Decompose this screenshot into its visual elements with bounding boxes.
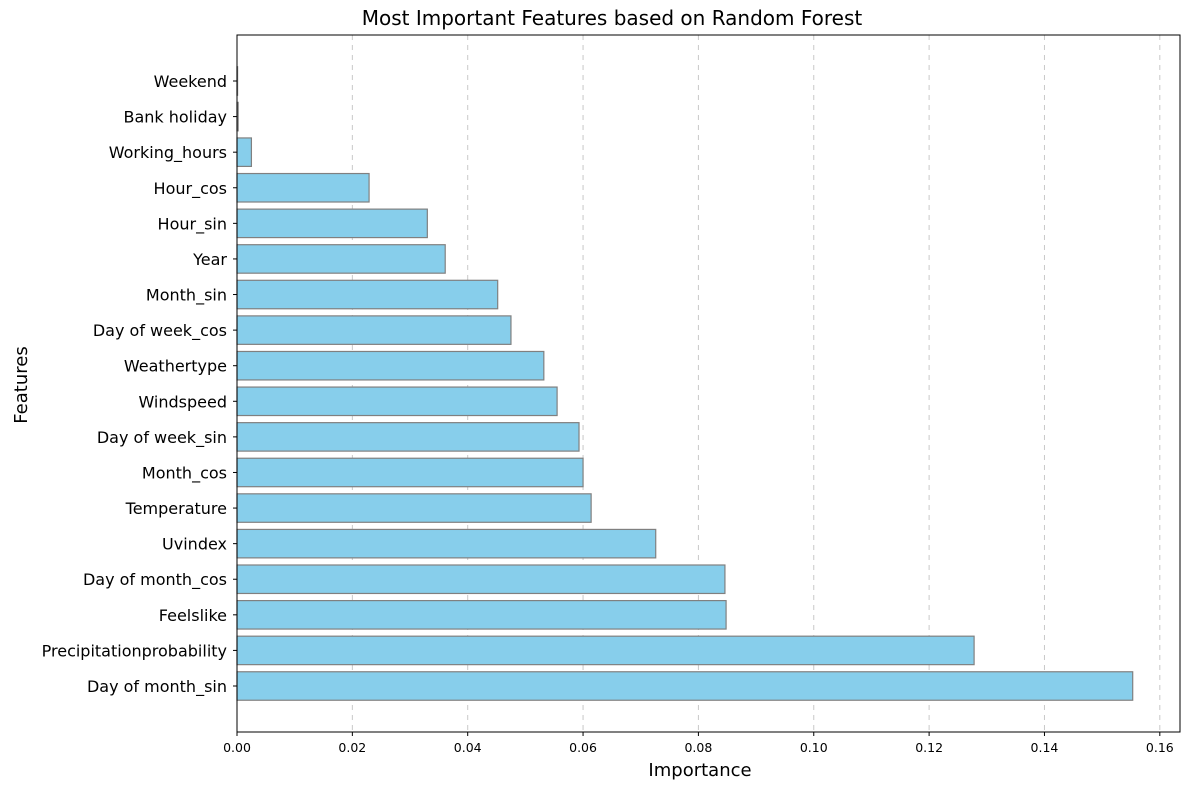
bar: [236, 137, 253, 168]
bars: [236, 66, 1134, 701]
bar: [236, 315, 512, 345]
y-tick-label: Hour_cos: [154, 179, 227, 199]
x-tick-label: 0.02: [338, 740, 366, 755]
y-tick-label: Day of week_cos: [93, 321, 227, 341]
bar: [236, 386, 558, 417]
x-tick-label: 0.06: [569, 740, 597, 755]
bar: [236, 493, 592, 523]
chart-title: Most Important Features based on Random …: [362, 6, 863, 30]
y-tick-label: Temperature: [125, 499, 227, 518]
bar: [236, 671, 1134, 701]
x-axis-label: Importance: [648, 760, 751, 781]
bar: [236, 457, 584, 488]
y-tick-label: Month_cos: [142, 463, 227, 483]
bar: [236, 564, 726, 595]
y-tick-label: Precipitationprobability: [42, 641, 227, 660]
bar: [236, 208, 428, 239]
y-tick-label: Weekend: [154, 72, 227, 91]
y-tick-label: Feelslike: [159, 606, 227, 625]
plot-frame: [236, 34, 1181, 733]
x-tick-label: 0.16: [1146, 740, 1174, 755]
y-tick-label: Weathertype: [124, 357, 227, 376]
y-tick-label: Bank holiday: [123, 108, 227, 127]
y-tick-label: Windspeed: [138, 392, 227, 411]
bar: [236, 599, 727, 630]
x-tick-label: 0.14: [1031, 740, 1059, 755]
bar: [236, 528, 657, 559]
bar: [236, 244, 446, 274]
bar: [236, 279, 499, 310]
x-tick-label: 0.04: [454, 740, 482, 755]
y-tick-label: Uvindex: [162, 535, 227, 554]
y-tick-label: Year: [192, 250, 227, 269]
y-tick-label: Month_sin: [146, 286, 227, 306]
bar: [236, 422, 580, 452]
y-tick-labels: Day of month_sin Precipitationprobability…: [42, 72, 237, 697]
y-tick-label: Day of month_sin: [87, 677, 227, 697]
bar: [236, 350, 545, 381]
bar: [236, 635, 975, 666]
x-tick-label: 0.12: [915, 740, 943, 755]
y-tick-label: Day of week_sin: [97, 428, 227, 448]
x-tick-label: 0.10: [800, 740, 828, 755]
y-tick-label: Day of month_cos: [83, 570, 227, 590]
x-tick-labels: 0.00 0.02 0.04 0.06 0.08 0.10 0.12 0.14 0.16: [223, 732, 1174, 755]
y-tick-label: Hour_sin: [158, 214, 227, 234]
x-tick-label: 0.08: [684, 740, 712, 755]
y-tick-label: Working_hours: [109, 143, 227, 163]
y-axis-label: Features: [11, 346, 32, 423]
axes: [236, 34, 1181, 733]
x-tick-label: 0.00: [223, 740, 251, 755]
bar: [236, 172, 370, 203]
